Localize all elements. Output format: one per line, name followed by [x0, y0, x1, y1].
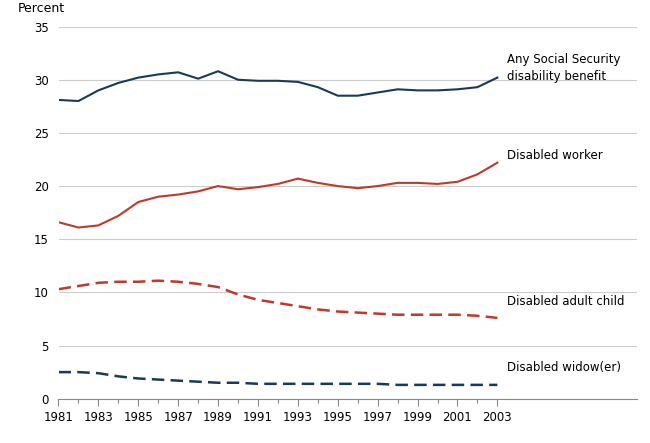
Text: Any Social Security
disability benefit: Any Social Security disability benefit: [508, 53, 621, 83]
Text: Disabled worker: Disabled worker: [508, 149, 603, 162]
Text: Disabled adult child: Disabled adult child: [508, 295, 625, 307]
Text: Disabled widow(er): Disabled widow(er): [508, 361, 621, 374]
Text: Percent: Percent: [18, 2, 65, 16]
